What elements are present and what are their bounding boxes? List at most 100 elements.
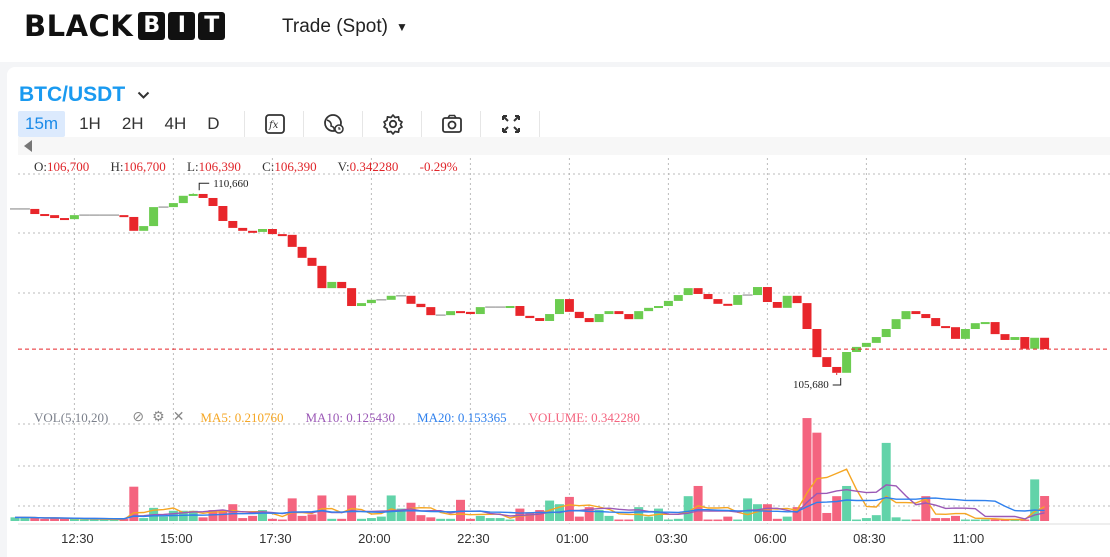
volume-bar [812,432,822,521]
candle-down [762,287,772,302]
candle-up [555,299,564,315]
volume-bar [842,485,852,521]
timeframe-4h[interactable]: 4H [164,114,187,133]
volume-bar [208,510,218,521]
top-navbar: BLACK B I T Trade (Spot) ▼ [0,0,1110,62]
volume-bar [30,518,40,521]
time-tick-label: 17:30 [259,531,292,546]
volume-bar [287,498,297,521]
candle-up [545,314,555,321]
volume-bar [624,519,634,522]
open-value: 106,700 [47,159,90,174]
candle-down [951,327,960,339]
candle-up [960,329,970,339]
low-label: L: [187,159,199,174]
volume-bar [366,518,376,521]
candle-down [772,302,782,308]
candle-up [663,300,673,307]
candle-down [287,234,297,247]
volume-bar [574,516,584,521]
scroll-left-arrow-icon[interactable] [24,140,32,152]
volume-bar [109,519,119,522]
volume-bar [891,517,901,521]
volume-bar [446,518,456,521]
volume-bar [822,512,832,521]
timeframe-d[interactable]: D [207,114,220,133]
ma20-value: MA20: 0.153365 [417,409,507,425]
candle-up [475,307,485,315]
volume-bar [198,517,208,521]
indicator-settings-icon[interactable]: ⚙ [152,410,165,425]
volume-bar [396,508,406,521]
toolbar-divider [243,111,245,137]
candle-up [881,329,891,338]
candle-down [535,318,545,321]
candle-down [812,329,822,358]
candle-up [654,306,663,309]
volume-bar [1010,519,1020,522]
high-marker-arrow-icon [198,182,210,191]
candle-down [307,257,317,266]
volume-bar [89,519,99,522]
candle-down [723,303,733,306]
volume-bar [297,515,307,521]
svg-text:fx: fx [268,120,279,131]
candle-up [168,203,178,208]
candle-up [782,295,792,308]
candle-up [901,311,911,320]
volume-bar [871,515,881,521]
volume-bar [852,519,861,522]
volume-bar [772,518,782,521]
chart-toolbar: 15m 1H 2H 4H D fx [18,110,552,138]
candle-down [40,214,50,217]
hide-eye-icon[interactable]: ⊘ [132,410,145,425]
timeframe-2h[interactable]: 2H [121,114,144,133]
chevron-down-icon [137,87,150,103]
candle-down [624,314,634,320]
ma20-line [15,496,1045,520]
volume-bar [357,518,366,521]
timeframe-1h[interactable]: 1H [79,114,101,133]
pair-selector[interactable]: BTC/USDT [19,83,150,107]
candle-down [267,229,277,235]
indicator-fx-icon[interactable]: fx [257,111,293,137]
volume-bar [69,518,79,521]
remove-indicator-close-icon[interactable]: ✕ [172,410,185,425]
volume-bar [426,517,436,521]
fullscreen-icon[interactable] [493,111,529,137]
timeframe-15m[interactable]: 15m [18,111,66,137]
screenshot-camera-icon[interactable] [434,111,470,137]
open-label: O: [34,159,47,174]
candle-down [416,303,426,308]
time-tick-label: 11:00 [953,531,985,546]
blackbit-logo[interactable]: BLACK B I T [24,11,226,41]
candle-down [297,246,307,258]
chart-grid [18,158,1110,524]
low-price-label: 105,680 [793,379,829,391]
toolbar-divider [361,111,363,137]
volume-bar [941,518,951,521]
candle-down [941,326,951,329]
timezone-globe-icon[interactable] [316,111,352,137]
volume-bar [307,514,317,521]
volume-bar [40,518,50,521]
settings-gear-icon[interactable] [375,111,411,137]
candlestick-chart[interactable]: 12:30 15:00 17:30 20:00 22:30 01:00 03:30 06:00… [0,155,1110,550]
volume-bar [475,515,485,521]
low-marker-arrow-icon [832,378,842,386]
time-tick-label: 01:00 [556,531,589,546]
toolbar-divider [479,111,481,137]
volume-bar [228,504,238,521]
volume-bar [267,518,277,521]
volume-bar [861,518,871,521]
volume-label: V: [337,159,350,174]
logo-box-i: I [168,12,196,40]
trade-spot-menu[interactable]: Trade (Spot) ▼ [282,16,408,38]
logo-box-t: T [198,12,226,40]
candle-down [832,366,842,373]
candle-up [594,314,604,323]
volume-bar [564,496,574,521]
time-tick-label: 06:00 [754,531,787,546]
time-tick-label: 08:30 [853,531,886,546]
volume-bar [535,510,545,521]
